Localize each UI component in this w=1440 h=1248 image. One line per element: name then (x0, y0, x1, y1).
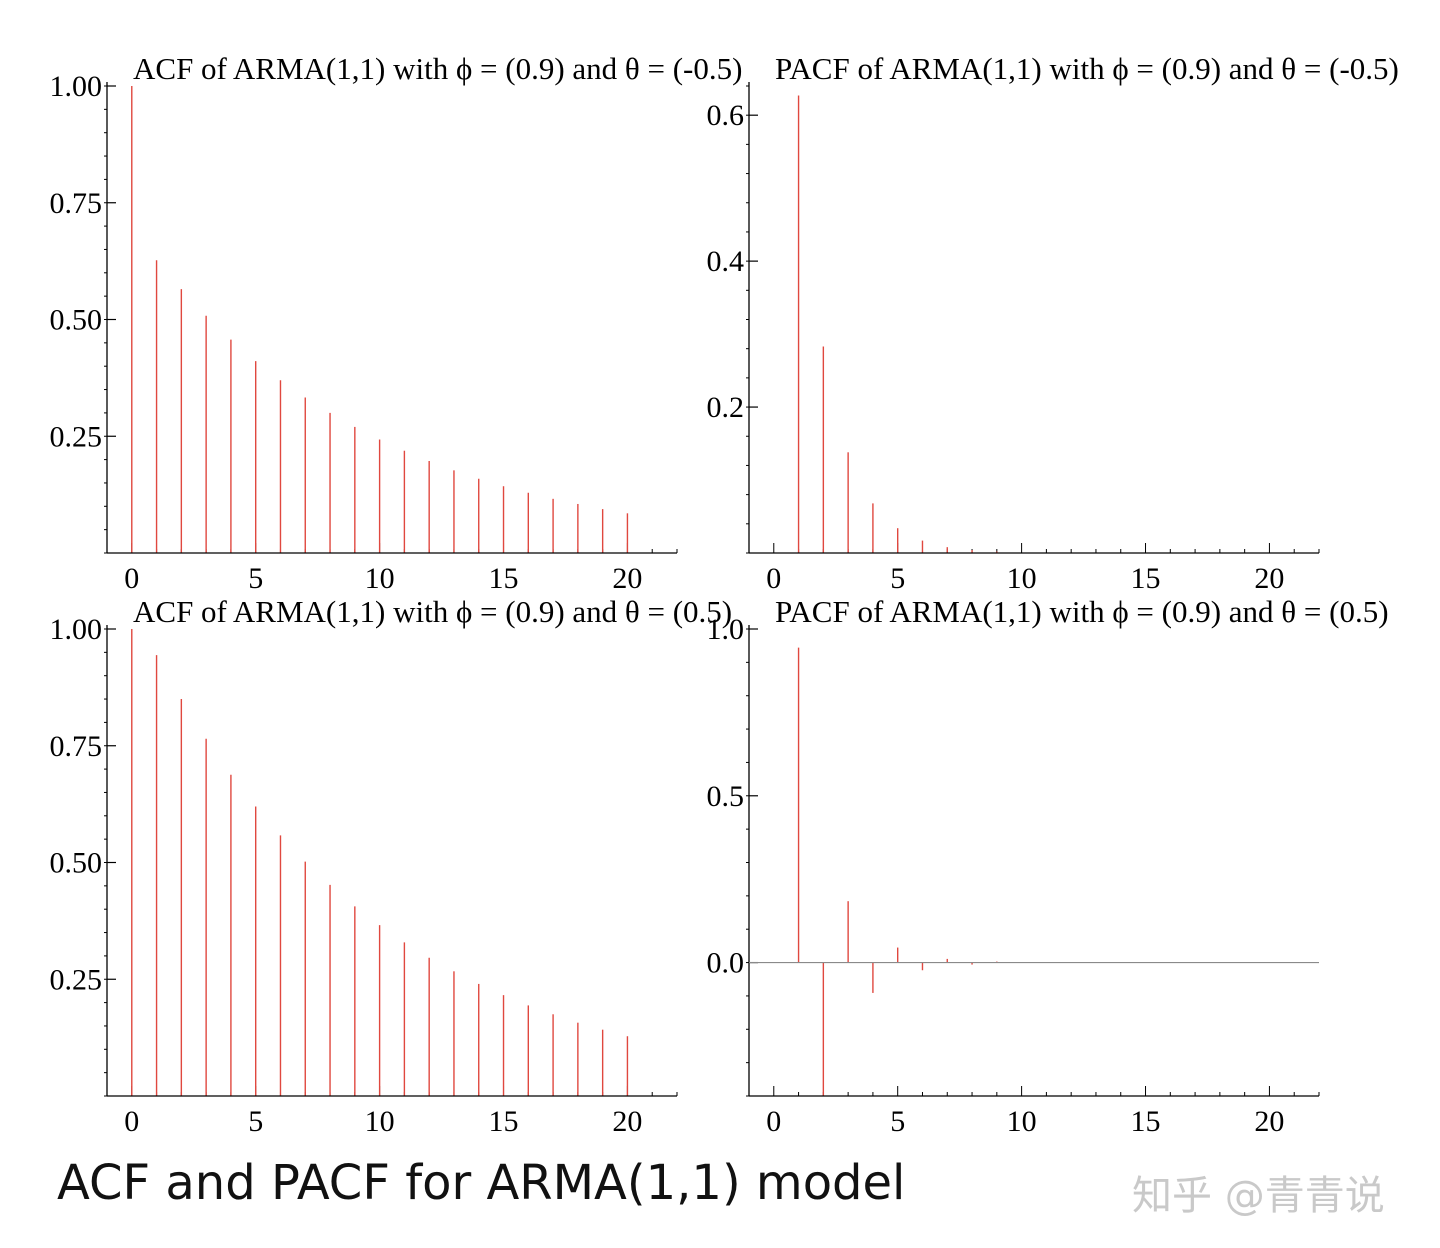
x-tick-label: 20 (1254, 1105, 1284, 1138)
x-tick-label: 20 (612, 1105, 642, 1138)
x-tick-label: 0 (124, 1105, 139, 1138)
x-axis-ticks: 0 5 10 15 20 (124, 1086, 678, 1138)
panel-title: PACF of ARMA(1,1) with ϕ = (0.9) and θ =… (775, 51, 1399, 86)
y-tick-label: 1.0 (707, 613, 745, 646)
x-tick-label: 0 (766, 562, 781, 595)
stem-series (797, 95, 998, 553)
acf-theta-neg-panel: ACF of ARMA(1,1) with ϕ = (0.9) and θ = … (50, 51, 743, 595)
pacf-theta-neg-panel: PACF of ARMA(1,1) with ϕ = (0.9) and θ =… (707, 51, 1399, 595)
x-tick-label: 15 (489, 1105, 519, 1138)
x-tick-label: 15 (1131, 562, 1161, 595)
y-tick-label: 0.50 (50, 304, 103, 337)
stem-series (797, 647, 998, 1096)
y-tick-label: 0.5 (707, 780, 745, 813)
x-tick-label: 15 (489, 562, 519, 595)
x-axis-ticks: 0 5 10 15 20 (124, 543, 678, 595)
x-tick-label: 10 (365, 562, 395, 595)
y-tick-label: 0.75 (50, 187, 103, 220)
x-tick-label: 15 (1131, 1105, 1161, 1138)
y-axis-ticks: 0.0 0.5 1.0 (707, 613, 758, 1097)
panel-title: ACF of ARMA(1,1) with ϕ = (0.9) and θ = … (133, 594, 732, 629)
plot-axes (106, 82, 677, 554)
x-tick-label: 10 (365, 1105, 395, 1138)
y-tick-label: 0.2 (707, 391, 745, 424)
x-tick-label: 20 (1254, 562, 1284, 595)
y-axis-ticks: 0.25 0.50 0.75 1.00 (50, 70, 116, 554)
y-tick-label: 0.4 (707, 245, 745, 278)
x-tick-label: 5 (248, 1105, 263, 1138)
stem-series (131, 86, 629, 553)
x-tick-label: 10 (1007, 562, 1037, 595)
y-tick-label: 0.25 (50, 420, 103, 453)
y-tick-label: 1.00 (50, 70, 103, 103)
y-tick-label: 0.25 (50, 963, 103, 996)
y-tick-label: 1.00 (50, 613, 103, 646)
x-tick-label: 0 (766, 1105, 781, 1138)
x-tick-label: 5 (890, 1105, 905, 1138)
x-axis-ticks: 0 5 10 15 20 (766, 1086, 1320, 1138)
y-axis-ticks: 0.2 0.4 0.6 (707, 85, 758, 554)
y-axis-ticks: 0.25 0.50 0.75 1.00 (50, 613, 116, 1097)
pacf-theta-pos-panel: PACF of ARMA(1,1) with ϕ = (0.9) and θ =… (707, 594, 1389, 1138)
plot-axes (748, 82, 1319, 554)
x-axis-ticks: 0 5 10 15 20 (766, 543, 1320, 595)
panel-title: ACF of ARMA(1,1) with ϕ = (0.9) and θ = … (133, 51, 742, 86)
x-tick-label: 5 (890, 562, 905, 595)
x-tick-label: 20 (612, 562, 642, 595)
y-tick-label: 0.0 (707, 947, 745, 980)
y-tick-label: 0.75 (50, 730, 103, 763)
x-tick-label: 0 (124, 562, 139, 595)
y-tick-label: 0.6 (707, 99, 745, 132)
x-tick-label: 5 (248, 562, 263, 595)
stem-series (131, 629, 629, 1096)
x-tick-label: 10 (1007, 1105, 1037, 1138)
plot-axes (748, 625, 1319, 1097)
plot-axes (106, 625, 677, 1097)
panel-title: PACF of ARMA(1,1) with ϕ = (0.9) and θ =… (775, 594, 1389, 629)
y-tick-label: 0.50 (50, 847, 103, 880)
acf-theta-pos-panel: ACF of ARMA(1,1) with ϕ = (0.9) and θ = … (50, 594, 733, 1138)
figure-caption: ACF and PACF for ARMA(1,1) model (57, 1155, 906, 1211)
watermark: 知乎 @青青说 (1132, 1173, 1385, 1219)
